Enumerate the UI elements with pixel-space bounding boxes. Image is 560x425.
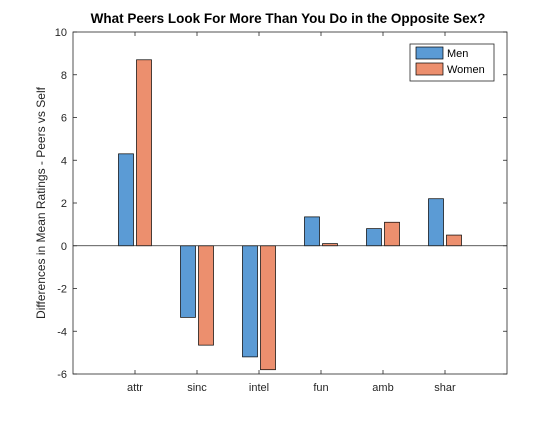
x-tick-label: sinc [187, 382, 207, 394]
bar-men-amb [366, 228, 382, 247]
y-axis-label: Differences in Mean Ratings - Peers vs S… [34, 86, 48, 319]
y-tick-label: -2 [57, 284, 67, 296]
y-tick-label: 0 [61, 241, 67, 253]
y-tick-label: 8 [61, 70, 67, 82]
y-tick-label: 4 [61, 155, 67, 167]
legend-label-women: Women [447, 64, 485, 76]
legend-items: Men Women [415, 46, 485, 76]
bar-men-intel [242, 245, 258, 358]
y-tick-label: -6 [57, 369, 67, 381]
legend: Men Women [409, 43, 495, 82]
y-axis-ticks: -6 -4 -2 0 2 4 6 8 10 [55, 27, 507, 381]
x-axis-ticks: attr sinc intel fun amb shar [127, 32, 456, 394]
bar-men-sinc [180, 245, 196, 318]
bar-women-intel [260, 245, 276, 371]
bar-women-sinc [198, 245, 214, 346]
x-tick-label: attr [127, 382, 143, 394]
y-tick-label: -4 [57, 326, 67, 338]
bar-men-fun [304, 216, 320, 247]
bar-women-attr [136, 59, 152, 247]
x-tick-label: amb [372, 382, 393, 394]
chart-title: What Peers Look For More Than You Do in … [91, 11, 486, 26]
bar-women-amb [384, 221, 400, 247]
bar-men-attr [118, 153, 134, 247]
legend-swatch-women [415, 62, 444, 76]
legend-label-men: Men [447, 48, 468, 60]
y-tick-label: 10 [55, 27, 67, 39]
x-tick-label: fun [313, 382, 328, 394]
bar-men-shar [428, 198, 444, 247]
bars-layer [118, 59, 462, 371]
x-tick-label: intel [249, 382, 269, 394]
y-tick-label: 2 [61, 198, 67, 210]
bar-women-shar [446, 234, 462, 247]
x-tick-label: shar [434, 382, 456, 394]
legend-swatch-men [415, 46, 444, 60]
y-tick-label: 6 [61, 113, 67, 125]
